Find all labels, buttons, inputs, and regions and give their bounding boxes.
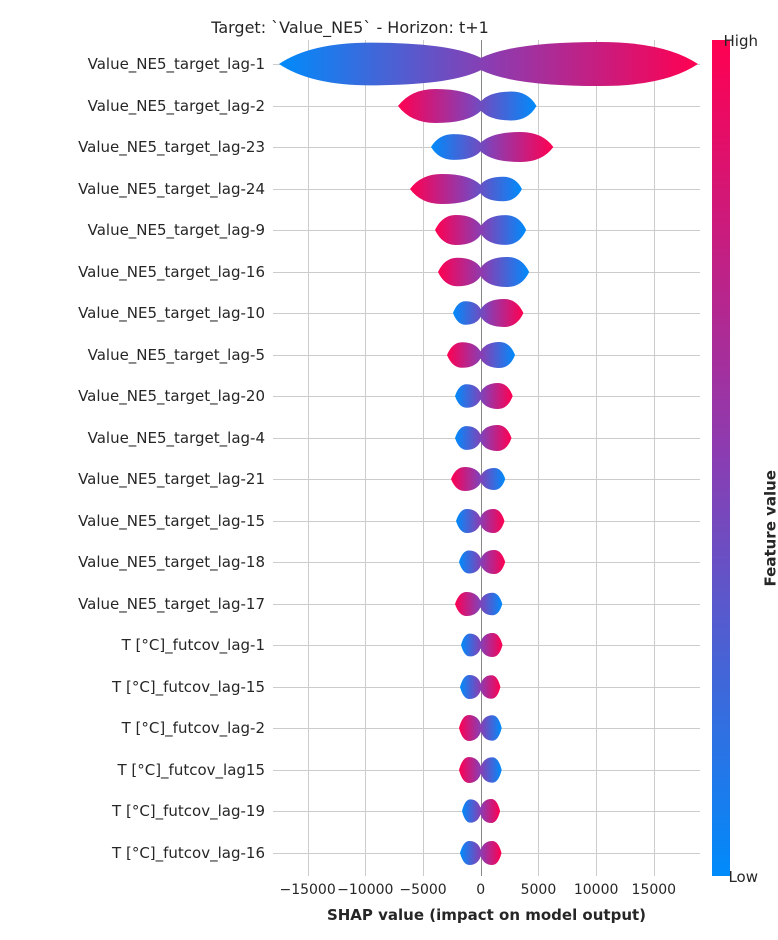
shap-violin [431,132,553,162]
feature-label: Value_NE5_target_lag-10 [78,304,265,322]
feature-label: Value_NE5_target_lag-18 [78,553,265,571]
shap-violin [455,592,502,616]
shap-violin [398,89,536,123]
feature-label: Value_NE5_target_lag-4 [88,429,265,447]
x-tick-label: −10000 [337,882,393,898]
feature-label: Value_NE5_target_lag-5 [88,346,265,364]
x-tick-label: 0 [476,882,485,898]
gridline-vertical [423,40,424,876]
gridline-vertical [308,40,309,876]
shap-violin [459,757,502,783]
shap-violin [447,342,515,368]
shap-violin [459,715,502,741]
gridline-vertical [654,40,655,876]
feature-label: T [°C]_futcov_lag-1 [122,636,265,654]
feature-label: T [°C]_futcov_lag-19 [112,802,265,820]
shap-violin [451,467,505,491]
x-tick-label: −5000 [399,882,446,898]
feature-label: Value_NE5_target_lag-9 [88,221,265,239]
colorbar-title: Feature value [761,470,778,586]
feature-label: Value_NE5_target_lag-1 [88,55,265,73]
feature-label: T [°C]_futcov_lag15 [117,761,265,779]
feature-label: T [°C]_futcov_lag-16 [112,844,265,862]
feature-label: T [°C]_futcov_lag-15 [112,678,265,696]
plot-area [273,40,700,876]
shap-violin [279,42,698,86]
feature-label: Value_NE5_target_lag-17 [78,595,265,613]
feature-label: Value_NE5_target_lag-16 [78,263,265,281]
shap-violin [456,509,504,533]
shap-violin [460,675,500,699]
gridline-vertical [365,40,366,876]
shap-summary-container: Target: `Value_NE5` - Horizon: t+1 Value… [0,0,778,940]
x-tick-label: 15000 [632,882,677,898]
feature-label: Value_NE5_target_lag-20 [78,387,265,405]
shap-violin [410,174,522,204]
x-tick-label: −15000 [279,882,335,898]
gridline-vertical [538,40,539,876]
x-tick-label: 10000 [574,882,619,898]
feature-label: T [°C]_futcov_lag-2 [122,719,265,737]
shap-violin [455,425,512,451]
feature-label: Value_NE5_target_lag-24 [78,180,265,198]
feature-label: Value_NE5_target_lag-23 [78,138,265,156]
shap-violin [438,257,529,287]
shap-violin [462,799,500,823]
feature-label: Value_NE5_target_lag-15 [78,512,265,530]
shap-violin [459,550,505,574]
shap-violin [455,383,513,409]
colorbar [712,40,730,876]
colorbar-low-label: Low [728,868,758,886]
gridline-vertical [596,40,597,876]
x-tick-label: 5000 [521,882,557,898]
x-axis-label: SHAP value (impact on model output) [273,906,700,924]
colorbar-high-label: High [724,32,758,50]
shap-violin [461,633,503,657]
feature-label: Value_NE5_target_lag-21 [78,470,265,488]
feature-label: Value_NE5_target_lag-2 [88,97,265,115]
chart-title: Target: `Value_NE5` - Horizon: t+1 [0,18,700,37]
shap-violin [453,299,523,327]
shap-violin [435,215,526,245]
zero-line [481,40,482,876]
shap-violin [460,841,502,865]
